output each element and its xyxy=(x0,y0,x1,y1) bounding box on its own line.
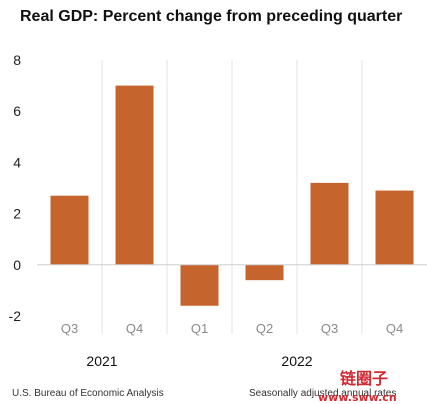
bar xyxy=(245,264,284,281)
y-tick-label: 6 xyxy=(13,103,21,119)
bar xyxy=(375,190,414,265)
grid-layer xyxy=(101,60,363,334)
y-tick-label: 0 xyxy=(13,257,21,273)
x-tick-label: Q1 xyxy=(191,321,208,336)
bars-layer xyxy=(37,85,427,306)
year-label: 2022 xyxy=(281,353,312,369)
x-tick-label: Q4 xyxy=(126,321,143,336)
y-axis: -2 0 2 4 6 8 xyxy=(9,52,22,324)
x-tick-label: Q3 xyxy=(321,321,338,336)
bar xyxy=(115,85,154,265)
watermark-url: www.sww.cn xyxy=(318,391,397,404)
chart-title: Real GDP: Percent change from preceding … xyxy=(20,8,402,25)
y-tick-label: 2 xyxy=(13,206,21,222)
x-tick-label: Q4 xyxy=(386,321,403,336)
year-labels: 2021 2022 xyxy=(86,353,312,369)
y-tick-label: 8 xyxy=(13,52,21,68)
watermark: 链圈子 www.sww.cn xyxy=(318,369,397,404)
source-note: U.S. Bureau of Economic Analysis xyxy=(12,388,164,399)
seasonal-note: Seasonally adjusted annual rates xyxy=(249,388,396,399)
x-tick-label: Q3 xyxy=(61,321,78,336)
bar xyxy=(180,264,219,306)
bar xyxy=(310,182,349,265)
y-tick-label: 4 xyxy=(13,154,21,170)
y-tick-label: -2 xyxy=(9,308,22,324)
watermark-brand: 链圈子 xyxy=(340,369,388,388)
x-axis: Q3 Q4 Q1 Q2 Q3 Q4 xyxy=(61,321,403,336)
year-label: 2021 xyxy=(86,353,117,369)
x-tick-label: Q2 xyxy=(256,321,273,336)
bar xyxy=(50,195,89,265)
